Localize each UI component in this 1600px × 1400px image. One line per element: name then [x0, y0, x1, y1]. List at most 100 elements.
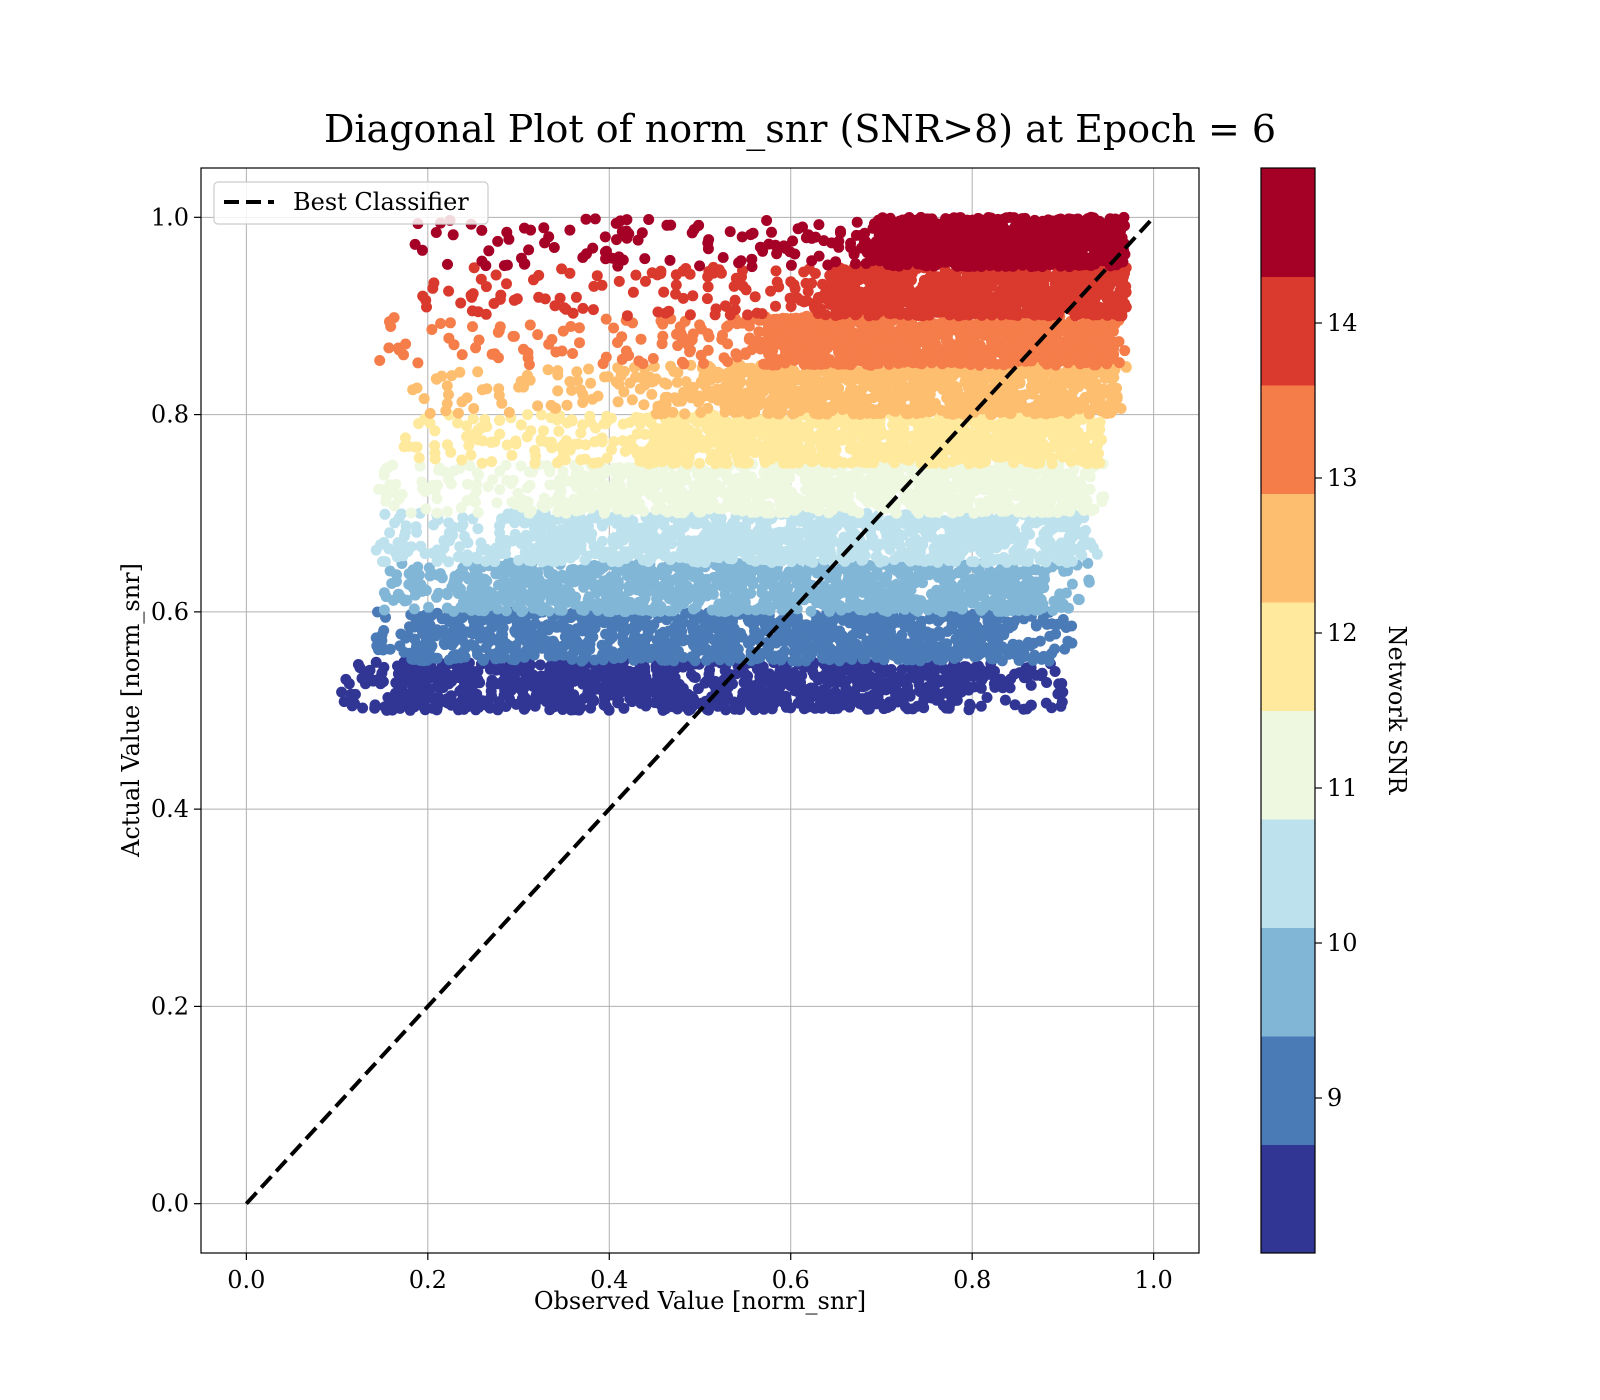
data-point: [699, 677, 711, 689]
data-point: [401, 594, 413, 606]
data-point: [587, 600, 599, 612]
data-point: [792, 638, 804, 650]
data-point: [937, 648, 949, 660]
data-point: [651, 689, 663, 701]
data-point: [662, 671, 674, 683]
data-point: [887, 680, 899, 692]
data-point: [514, 599, 526, 611]
data-point: [900, 701, 911, 713]
data-point: [557, 704, 569, 715]
data-point: [870, 586, 882, 597]
data-point: [868, 678, 880, 690]
data-point: [667, 701, 679, 713]
data-point: [384, 643, 396, 655]
data-point: [404, 621, 415, 633]
data-point: [794, 617, 805, 629]
data-point: [723, 599, 735, 611]
data-point: [993, 529, 1005, 541]
data-point: [1076, 549, 1088, 561]
data-point: [511, 586, 523, 598]
data-point: [914, 551, 926, 563]
data-point: [891, 589, 903, 601]
data-point: [417, 686, 429, 698]
data-point: [918, 702, 930, 714]
data-point: [589, 547, 601, 558]
data-point: [391, 576, 402, 587]
data-point: [788, 541, 800, 553]
data-point: [1036, 550, 1048, 562]
data-point: [776, 555, 788, 567]
data-point: [467, 615, 479, 627]
data-point: [885, 626, 896, 638]
data-point: [663, 605, 675, 617]
data-point: [619, 625, 631, 637]
data-point: [1014, 484, 1025, 496]
data-point: [998, 552, 1010, 563]
data-point: [584, 643, 596, 655]
data-point: [727, 678, 738, 690]
data-point: [985, 650, 996, 662]
data-point: [500, 701, 512, 712]
data-point: [352, 659, 364, 670]
data-point: [1077, 530, 1089, 542]
data-point: [713, 598, 725, 610]
data-point: [1053, 678, 1065, 690]
data-point: [1087, 542, 1099, 554]
data-point: [638, 638, 650, 650]
data-point: [760, 596, 772, 608]
data-point: [1007, 620, 1018, 632]
data-point: [738, 667, 750, 679]
data-point: [483, 701, 495, 713]
data-point: [746, 471, 757, 483]
data-point: [653, 545, 665, 557]
data-point: [575, 604, 587, 616]
data-point: [437, 672, 449, 684]
data-point: [807, 666, 819, 678]
data-point: [598, 576, 610, 587]
data-point: [975, 682, 987, 694]
data-point: [527, 669, 539, 681]
data-point: [903, 686, 915, 698]
data-point: [846, 594, 858, 606]
data-point: [585, 533, 597, 545]
data-point: [534, 659, 546, 671]
data-point: [780, 701, 792, 713]
data-point: [1048, 595, 1060, 607]
data-point: [976, 674, 988, 686]
chart-title: Diagonal Plot of norm_snr (SNR>8) at Epo…: [324, 107, 1276, 152]
data-point: [456, 687, 468, 699]
data-point: [673, 682, 684, 694]
data-point: [841, 689, 853, 701]
data-point: [769, 570, 781, 582]
data-point: [796, 690, 808, 702]
data-point: [518, 703, 530, 715]
data-point: [573, 664, 585, 676]
data-point: [509, 573, 521, 584]
data-point: [420, 640, 432, 652]
data-point: [419, 548, 431, 560]
data-point: [369, 702, 381, 714]
data-point: [446, 639, 458, 651]
data-point: [521, 536, 533, 548]
data-point: [859, 653, 871, 665]
data-point: [910, 627, 922, 639]
data-point: [476, 653, 488, 665]
data-point: [1034, 635, 1046, 647]
data-point: [871, 661, 883, 673]
data-point: [639, 661, 651, 673]
data-point: [615, 662, 627, 674]
data-point: [664, 554, 676, 566]
data-point: [859, 567, 871, 579]
data-point: [455, 551, 467, 563]
data-point: [449, 574, 461, 585]
data-point: [762, 554, 774, 566]
data-point: [587, 693, 599, 705]
data-point: [691, 493, 703, 505]
data-point: [985, 614, 996, 626]
data-point: [669, 630, 681, 642]
data-point: [549, 650, 561, 662]
data-point: [570, 591, 582, 603]
data-point: [812, 518, 824, 530]
data-point: [693, 571, 705, 582]
